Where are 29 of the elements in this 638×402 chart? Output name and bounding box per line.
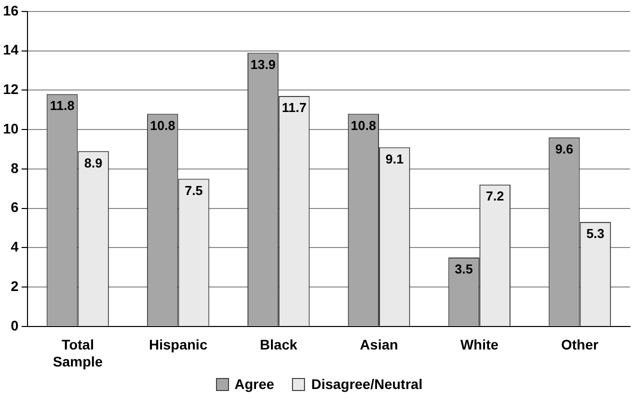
x-tick-label: White [460,336,499,353]
y-tick-label: 10 [2,120,19,136]
x-tick-label: Black [260,336,298,353]
x-tick-label: Total Sample [52,336,103,370]
data-label: 10.8 [350,118,376,133]
y-tick-label: 14 [2,42,19,58]
y-tick-label: 2 [10,278,19,294]
data-label: 10.8 [150,118,176,133]
y-tick-label: 12 [2,81,19,98]
data-label: 13.9 [250,56,276,72]
y-tick-label: 16 [2,2,19,18]
data-label: 7.2 [486,188,504,204]
data-label: 8.9 [84,155,102,170]
x-tick-label: Hispanic [149,336,208,353]
y-tick-label: 4 [10,238,19,255]
data-label: 11.8 [50,98,75,114]
y-tick-label: 0 [10,317,19,334]
data-label: 7.5 [184,182,203,198]
data-label: 3.5 [454,262,473,277]
x-tick-label: Other [561,336,600,353]
x-tick-label: Asian [360,336,398,353]
y-tick-label: 6 [10,199,19,216]
y-tick-label: 8 [10,160,19,176]
legend-label: Disagree/Neutral [311,376,422,392]
data-label: 9.1 [386,151,404,166]
data-label: 9.6 [555,141,574,156]
data-label: 5.3 [586,226,604,242]
data-label: 11.7 [282,100,306,116]
legend-label: Agree [234,376,274,392]
